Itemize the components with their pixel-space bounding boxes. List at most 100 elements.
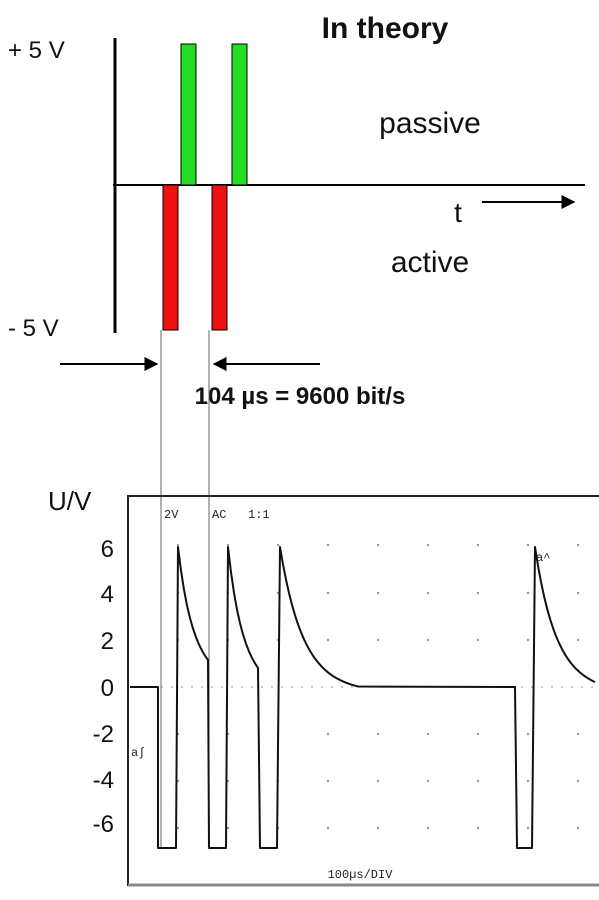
grid-dot	[541, 686, 543, 688]
scope-y-ticks: 6 4 2 0 -2 -4 -6	[93, 536, 114, 838]
grid-dot	[176, 543, 180, 547]
grid-dot	[526, 543, 530, 547]
grid-dot	[476, 638, 480, 642]
grid-dot	[426, 638, 430, 642]
grid-dot	[341, 686, 343, 688]
grid-dot	[176, 826, 180, 830]
grid-dot	[281, 686, 283, 688]
grid-dot	[326, 779, 330, 783]
grid-dot	[276, 543, 280, 547]
grid-dot	[426, 732, 430, 736]
grid-dot	[591, 686, 593, 688]
passive-label: passive	[379, 107, 481, 140]
grid-dot	[351, 686, 353, 688]
trace-marker: a^	[536, 551, 550, 565]
grid-dot	[561, 686, 563, 688]
grid-dot	[571, 686, 573, 688]
grid-dot	[291, 686, 293, 688]
grid-dot	[331, 686, 333, 688]
grid-dot	[201, 686, 203, 688]
y-tick-label: -2	[93, 721, 114, 748]
grid-dot	[211, 686, 213, 688]
grid-dot	[576, 732, 580, 736]
grid-dot	[526, 591, 530, 595]
time-label: t	[454, 197, 462, 228]
scope-y-axis-label: U/V	[48, 486, 92, 516]
grid-dot	[226, 543, 230, 547]
grid-dot	[576, 638, 580, 642]
grid-dot	[301, 686, 303, 688]
coupling-label: AC	[212, 508, 226, 522]
timing-label: 104 µs = 9600 bit/s	[195, 383, 406, 410]
grid-dot	[241, 686, 243, 688]
grid-dot	[321, 686, 323, 688]
theory-title: In theory	[322, 12, 449, 45]
grid-dot	[526, 779, 530, 783]
volts-per-div-label: 2V	[164, 508, 179, 522]
theory-diagram: In theory + 5 V - 5 V passive active t 1…	[8, 12, 585, 848]
grid-dot	[531, 686, 533, 688]
scope-waveform-trace	[130, 546, 596, 849]
grid-dot	[426, 543, 430, 547]
active-label: active	[391, 246, 469, 279]
probe-ratio-label: 1:1	[248, 508, 270, 522]
positive-pulse-1	[180, 43, 197, 186]
grid-dot	[476, 732, 480, 736]
grid-dot	[576, 543, 580, 547]
negative-pulse-1	[162, 184, 179, 331]
scope-screen	[127, 495, 599, 886]
grid-dot	[426, 591, 430, 595]
y-tick-label: -6	[93, 811, 114, 838]
grid-dot	[326, 638, 330, 642]
y-tick-label: 2	[101, 628, 114, 655]
grid-dot	[426, 826, 430, 830]
grid-dot	[376, 779, 380, 783]
grid-dot	[476, 591, 480, 595]
grid-dot	[271, 686, 273, 688]
grid-dot	[261, 686, 263, 688]
grid-dot	[521, 686, 523, 688]
grid-dot	[161, 686, 163, 688]
grid-dot	[426, 779, 430, 783]
grid-dot	[326, 826, 330, 830]
grid-dot	[376, 543, 380, 547]
channel-marker: a∫	[131, 746, 145, 760]
grid-dot	[476, 543, 480, 547]
grid-dot	[326, 732, 330, 736]
grid-dot	[526, 732, 530, 736]
y-tick-label: 6	[101, 536, 114, 563]
grid-dot	[376, 732, 380, 736]
grid-dot	[231, 686, 233, 688]
grid-dot	[526, 826, 530, 830]
grid-dot	[251, 686, 253, 688]
grid-dot	[181, 686, 183, 688]
grid-dot	[476, 826, 480, 830]
grid-dot	[576, 779, 580, 783]
grid-dot	[551, 686, 553, 688]
grid-dot	[326, 543, 330, 547]
grid-dot	[221, 686, 223, 688]
grid-dot	[581, 686, 583, 688]
y-tick-label: 4	[101, 581, 114, 608]
oscilloscope-capture: U/V 6 4 2 0 -2 -4 -6 2V AC 1:1 100µs/DIV…	[48, 486, 599, 887]
positive-pulse-2	[231, 43, 248, 186]
grid-dot	[476, 779, 480, 783]
grid-dot	[226, 826, 230, 830]
grid-dot	[576, 591, 580, 595]
y-tick-label: -4	[93, 767, 114, 794]
grid-dot	[191, 686, 193, 688]
grid-dot	[526, 638, 530, 642]
grid-dot	[171, 686, 173, 688]
grid-dot	[576, 826, 580, 830]
minus-5v-label: - 5 V	[8, 315, 59, 342]
y-tick-label: 0	[101, 675, 114, 702]
grid-dot	[376, 826, 380, 830]
plus-5v-label: + 5 V	[8, 37, 65, 64]
grid-dot	[311, 686, 313, 688]
grid-dot	[376, 638, 380, 642]
negative-pulse-2	[211, 184, 228, 331]
timebase-label: 100µs/DIV	[328, 868, 394, 882]
grid-dot	[376, 591, 380, 595]
grid-dot	[326, 591, 330, 595]
